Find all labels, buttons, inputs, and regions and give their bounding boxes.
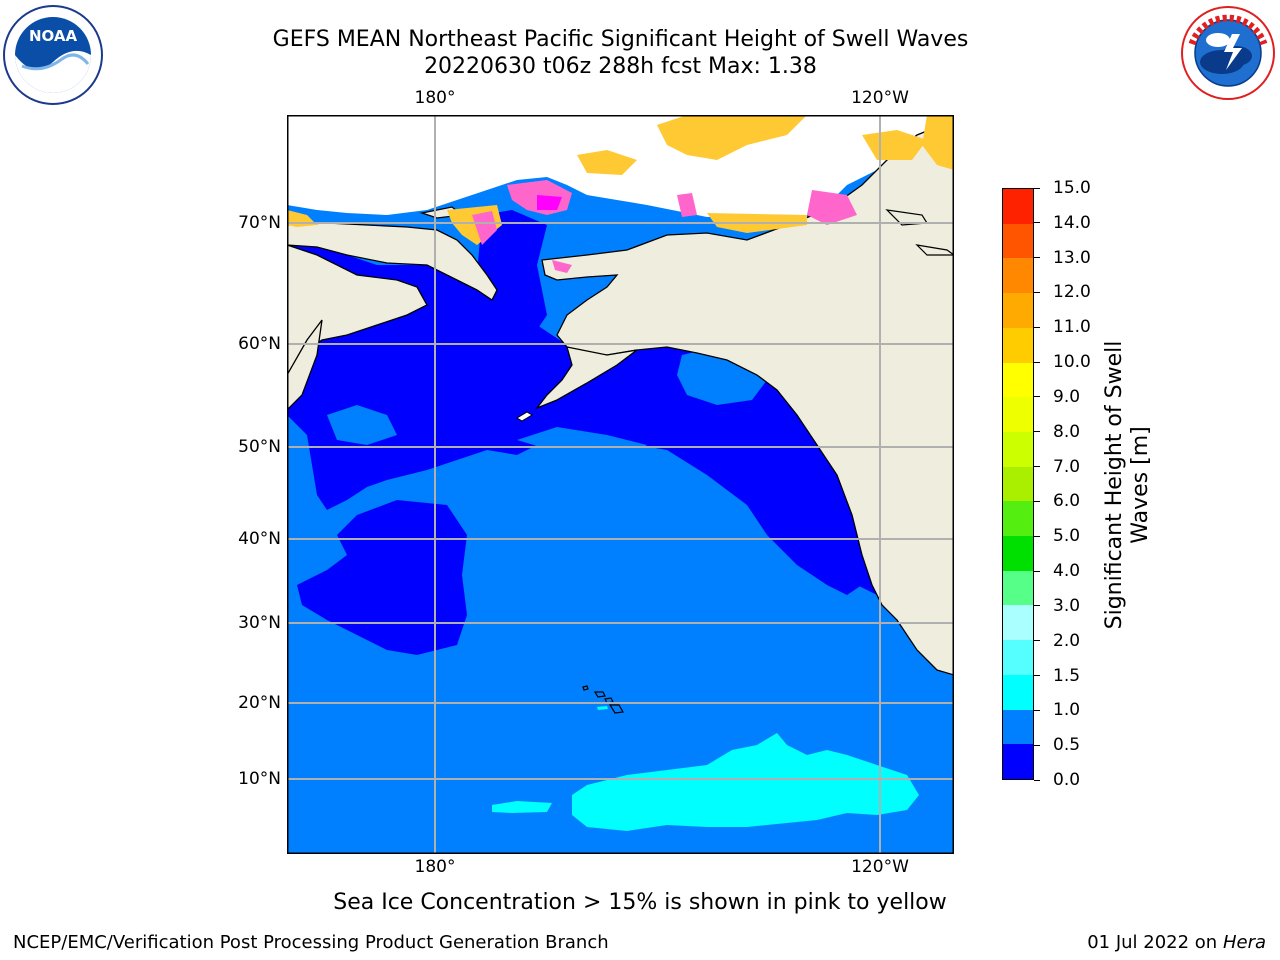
map-frame [287, 115, 954, 854]
colorbar-tick-mark [1034, 361, 1040, 363]
lat-label-20n: 20°N [238, 693, 281, 713]
colorbar-segment [1003, 362, 1033, 398]
colorbar-tick-mark [1034, 570, 1040, 572]
lat-label-40n: 40°N [238, 529, 281, 549]
map-plot-area [287, 115, 954, 854]
colorbar-tick-label: 7.0 [1053, 456, 1081, 477]
colorbar-segment [1003, 189, 1033, 224]
colorbar-segment [1003, 431, 1033, 467]
noaa-logo: NOAA [3, 5, 103, 105]
colorbar-segment [1003, 293, 1033, 328]
colorbar-tick-label: 8.0 [1053, 421, 1081, 442]
colorbar-tick-label: 14.0 [1053, 212, 1091, 233]
colorbar-tick-label: 6.0 [1053, 491, 1081, 512]
colorbar-tick-mark [1034, 222, 1040, 224]
colorbar-segment [1003, 397, 1033, 432]
colorbar-tick-label: 0.0 [1053, 770, 1081, 790]
colorbar-segment [1003, 605, 1033, 641]
lon-label-bottom-180: 180° [414, 857, 456, 877]
colorbar-segment [1003, 223, 1033, 259]
lon-label-top-120w: 120°W [851, 88, 909, 108]
colorbar-segment [1003, 258, 1033, 294]
ocean-swell-0-0p5-north-region [287, 235, 862, 595]
colorbar-tick-label: 4.0 [1053, 561, 1081, 582]
footer-date-text: 01 Jul 2022 on [1087, 932, 1223, 953]
footer-credit: NCEP/EMC/Verification Post Processing Pr… [13, 932, 609, 953]
colorbar-tick-mark [1034, 709, 1040, 711]
colorbar-tick-label: 0.5 [1053, 735, 1081, 756]
lon-label-top-180: 180° [414, 88, 456, 108]
colorbar-tick-label: 2.0 [1053, 630, 1081, 651]
nws-logo [1181, 6, 1275, 100]
colorbar-segment [1003, 327, 1033, 363]
sea-ice-note: Sea Ice Concentration > 15% is shown in … [333, 890, 947, 915]
colorbar-tick-mark [1034, 500, 1040, 502]
lat-label-70n: 70°N [238, 213, 281, 233]
lat-label-50n: 50°N [238, 437, 281, 457]
lat-label-10n: 10°N [238, 769, 281, 789]
colorbar [1002, 188, 1034, 780]
colorbar-tick-label: 1.0 [1053, 700, 1081, 721]
colorbar-tick-mark [1034, 605, 1040, 607]
colorbar-tick-label: 1.5 [1053, 665, 1081, 686]
colorbar-segment [1003, 466, 1033, 502]
chart-subtitle: 20220630 t06z 288h fcst Max: 1.38 [424, 54, 817, 79]
ocean-swell-patch [517, 427, 647, 460]
colorbar-label: Significant Height of Swell Waves [m] [1102, 255, 1154, 715]
colorbar-tick-mark [1034, 326, 1040, 328]
colorbar-tick-mark [1034, 466, 1040, 468]
colorbar-tick-mark [1034, 744, 1040, 746]
aleutian-islands [516, 411, 533, 422]
colorbar-tick-mark [1034, 257, 1040, 259]
colorbar-label-line1: Significant Height of Swell [1102, 340, 1127, 630]
map-gridlines [287, 115, 954, 854]
lon-label-bottom-120w: 120°W [851, 857, 909, 877]
ocean-swell-0-0p5-bering-region [477, 210, 547, 345]
ocean-swell-1p0-1p5-hawaii [597, 706, 608, 710]
land-chukotka [287, 222, 498, 301]
colorbar-tick-mark [1034, 640, 1040, 642]
colorbar-tick-mark [1034, 779, 1040, 781]
ocean-swell-1p0-1p5-patch [492, 801, 552, 813]
colorbar-tick-label: 12.0 [1053, 282, 1091, 303]
footer-host: Hera [1222, 932, 1266, 953]
colorbar-tick-mark [1034, 291, 1040, 293]
colorbar-tick-mark [1034, 535, 1040, 537]
colorbar-segment [1003, 570, 1033, 606]
colorbar-segment [1003, 709, 1033, 745]
ocean-swell-patch [327, 405, 397, 445]
colorbar-segment [1003, 536, 1033, 571]
sea-ice-concentration [287, 115, 954, 273]
colorbar-label-line2: Waves [m] [1128, 426, 1153, 544]
colorbar-tick-label: 3.0 [1053, 595, 1081, 616]
colorbar-tick-mark [1034, 187, 1040, 189]
land-alaska-peninsula [535, 346, 638, 410]
colorbar-segment [1003, 744, 1033, 779]
land-kamchatka-peninsula [287, 319, 323, 411]
lat-label-30n: 30°N [238, 613, 281, 633]
colorbar-tick-label: 11.0 [1053, 317, 1091, 338]
colorbar-tick-mark [1034, 431, 1040, 433]
lat-label-60n: 60°N [238, 334, 281, 354]
footer-date: 01 Jul 2022 on Hera [1087, 932, 1266, 953]
colorbar-segment [1003, 501, 1033, 537]
colorbar-segment [1003, 640, 1033, 675]
colorbar-tick-label: 5.0 [1053, 526, 1081, 547]
ocean-swell-1p0-1p5-region [572, 733, 919, 831]
colorbar-tick-label: 9.0 [1053, 386, 1081, 407]
colorbar-tick-mark [1034, 396, 1040, 398]
colorbar-tick-label: 13.0 [1053, 247, 1091, 268]
land-arctic-island [915, 244, 954, 256]
colorbar-tick-mark [1034, 675, 1040, 677]
colorbar-tick-label: 10.0 [1053, 352, 1091, 373]
chart-title: GEFS MEAN Northeast Pacific Significant … [272, 27, 969, 52]
colorbar-tick-label: 15.0 [1053, 178, 1091, 198]
colorbar-segment [1003, 674, 1033, 710]
noaa-logo-text: NOAA [29, 27, 78, 45]
